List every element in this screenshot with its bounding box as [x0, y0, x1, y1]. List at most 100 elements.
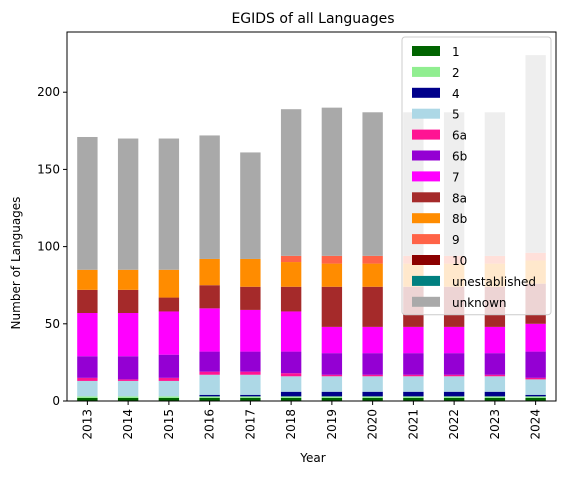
- bar-segment-2017-5: [240, 374, 261, 395]
- bar-segment-2021-6a: [403, 374, 424, 377]
- y-tick-label: 0: [52, 394, 60, 408]
- bar-segment-2024-5: [525, 379, 546, 395]
- legend-label-10: 10: [452, 254, 467, 268]
- bar-segment-2022-7: [443, 326, 465, 354]
- bar-segment-2018-2: [280, 396, 302, 398]
- bar-segment-2020-8a: [362, 286, 383, 327]
- bar-segment-2024-1: [525, 397, 546, 401]
- x-tick-label: 2015: [162, 409, 176, 440]
- bar-segment-2019-9: [321, 255, 343, 264]
- x-tick-label: 2024: [529, 409, 543, 440]
- legend-swatch-2: [412, 66, 440, 77]
- bar-segment-2015-unknown: [158, 138, 180, 270]
- legend-swatch-7: [412, 171, 440, 182]
- x-tick-label: 2013: [80, 409, 94, 440]
- bar-segment-2017-8a: [240, 286, 261, 310]
- bar-segment-2013-6a: [77, 377, 98, 381]
- bar-segment-2016-6a: [199, 371, 220, 375]
- bar-segment-2022-5: [443, 376, 465, 392]
- bar-segment-2019-5: [321, 376, 343, 392]
- bar-segment-2018-7: [280, 311, 302, 352]
- bar-segment-2013-8b: [77, 269, 98, 290]
- y-axis-label: Number of Languages: [9, 197, 23, 330]
- bar-segment-2017-8b: [240, 258, 261, 287]
- bar-segment-2016-8b: [199, 258, 220, 286]
- x-tick-label: 2023: [488, 409, 502, 440]
- bar-segment-2020-unknown: [362, 112, 383, 256]
- bar-segment-2019-6a: [321, 374, 343, 377]
- bar-segment-2018-6a: [280, 373, 302, 377]
- x-tick-label: 2022: [447, 409, 461, 440]
- bar-segment-2021-5: [403, 376, 424, 392]
- bar-segment-2019-2: [321, 396, 343, 398]
- bar-segment-2024-6b: [525, 351, 546, 378]
- bar-segment-2018-4: [280, 391, 302, 397]
- y-tick-label: 150: [37, 162, 60, 176]
- bar-segment-2014-8b: [117, 269, 139, 290]
- bar-segment-2014-2: [117, 396, 139, 398]
- bar-segment-2013-1: [77, 397, 98, 401]
- bar-segment-2014-7: [117, 313, 139, 357]
- x-tick-label: 2019: [325, 409, 339, 440]
- legend-label-8a: 8a: [452, 191, 467, 205]
- bar-segment-2017-2: [240, 396, 261, 398]
- bar-segment-2018-8b: [280, 262, 302, 287]
- bar-segment-2023-2: [484, 396, 506, 398]
- legend-swatch-9: [412, 234, 440, 245]
- bar-segment-2019-8b: [321, 263, 343, 287]
- bar-segment-2015-6a: [158, 377, 180, 381]
- y-tick-label: 100: [37, 240, 60, 254]
- bar-segment-2014-unknown: [117, 138, 139, 270]
- x-axis-label: Year: [299, 451, 325, 465]
- legend-label-6b: 6b: [452, 150, 467, 164]
- bar-segment-2021-7: [403, 326, 424, 354]
- x-tick-label: 2018: [284, 409, 298, 440]
- bar-segment-2016-2: [199, 396, 220, 398]
- bar-segment-2013-2: [77, 396, 98, 398]
- bar-segment-2015-7: [158, 311, 180, 355]
- legend-swatch-unknown: [412, 296, 440, 307]
- bar-segment-2016-5: [199, 374, 220, 395]
- bar-segment-2016-6b: [199, 351, 220, 372]
- bar-segment-2017-6b: [240, 351, 261, 372]
- bar-segment-2024-2: [525, 396, 546, 398]
- bar-segment-2020-2: [362, 396, 383, 398]
- bar-segment-2014-6b: [117, 356, 139, 380]
- bar-segment-2023-6a: [484, 374, 506, 377]
- bar-segment-2023-5: [484, 376, 506, 392]
- bar-segment-2021-6b: [403, 353, 424, 375]
- bar-segment-2023-4: [484, 391, 506, 397]
- x-tick-label: 2020: [366, 409, 380, 440]
- y-tick-label: 50: [45, 317, 60, 331]
- bar-segment-2014-5: [117, 380, 139, 397]
- legend-label-unknown: unknown: [452, 296, 507, 310]
- axes-layer: 0 50 100 150 200 2013 2014 2015 2016 2017 2018 2019…: [37, 31, 557, 440]
- bar-segment-2023-6b: [484, 353, 506, 375]
- legend-swatch-5: [412, 108, 440, 119]
- legend-swatch-unestablished: [412, 275, 440, 286]
- bar-segment-2023-1: [484, 397, 506, 401]
- chart-title: EGIDS of all Languages: [231, 11, 394, 27]
- bar-segment-2019-8a: [321, 286, 343, 327]
- bar-segment-2019-6b: [321, 353, 343, 375]
- bar-segment-2024-4: [525, 394, 546, 397]
- legend-swatch-8a: [412, 192, 440, 203]
- y-tick-label: 200: [37, 85, 60, 99]
- legend-label-1: 1: [452, 45, 460, 59]
- bar-segment-2018-1: [280, 397, 302, 401]
- legend-label-8b: 8b: [452, 212, 467, 226]
- bar-segment-2021-4: [403, 391, 424, 397]
- bar-segment-2018-5: [280, 376, 302, 392]
- legend: 1 2 4 5 6a 6b 7 8a 8b 9 10 unestablished unknown: [401, 36, 552, 316]
- legend-label-7: 7: [452, 170, 460, 184]
- legend-swatch-8b: [412, 213, 440, 224]
- legend-label-4: 4: [452, 87, 460, 101]
- bar-segment-2015-8b: [158, 269, 180, 298]
- bar-segment-2013-5: [77, 380, 98, 397]
- bar-segment-2015-2: [158, 396, 180, 398]
- bar-segment-2020-6b: [362, 353, 383, 375]
- bar-segment-2024-6a: [525, 377, 546, 380]
- x-tick-label: 2014: [121, 409, 135, 440]
